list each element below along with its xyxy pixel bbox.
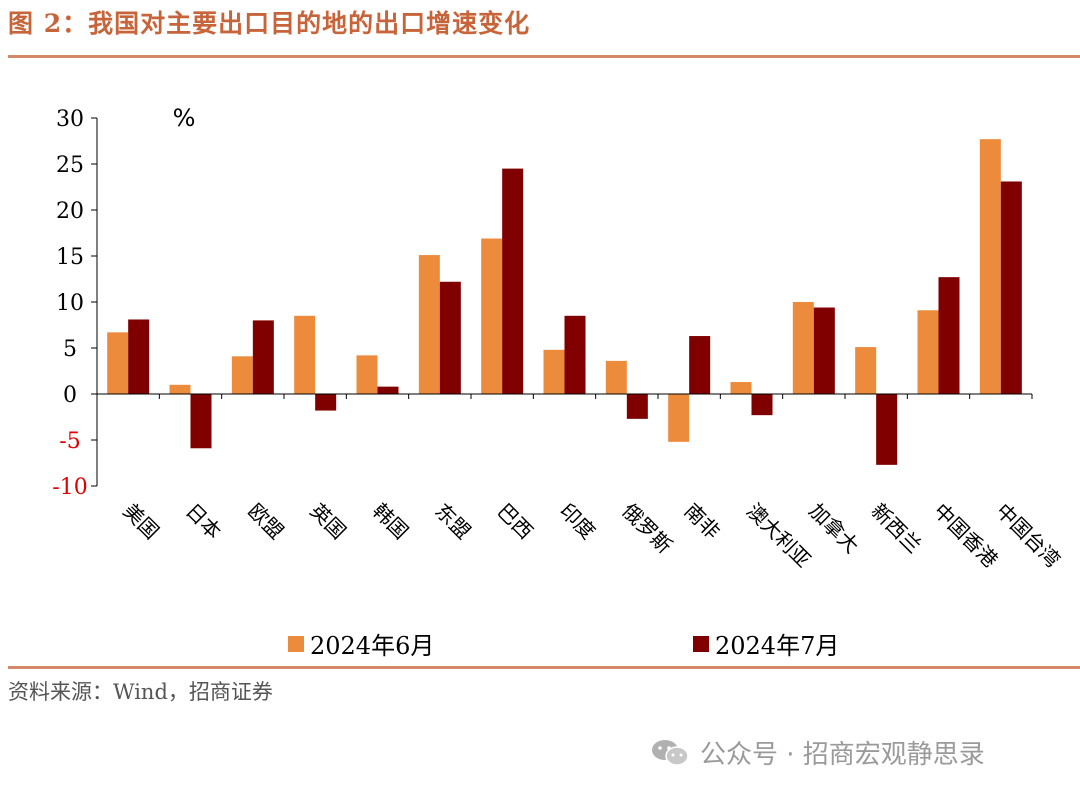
chart-title: 图 2：我国对主要出口目的地的出口增速变化	[8, 9, 531, 38]
bar-july	[252, 320, 274, 394]
y-tick-label: 5	[63, 337, 77, 362]
x-category-label: 美国	[119, 499, 164, 544]
legend-label-july: 2024年7月	[715, 632, 840, 660]
y-tick-label: 0	[63, 383, 77, 408]
bar-july	[876, 394, 898, 465]
x-category-label: 韩国	[368, 499, 413, 544]
legend-swatch-june	[288, 635, 304, 652]
header-divider	[8, 55, 1080, 58]
legend-swatch-july	[693, 635, 709, 652]
bar-june	[917, 310, 939, 394]
source-note: 资料来源：Wind，招商证券	[8, 680, 273, 704]
bar-june	[169, 384, 191, 394]
bar-june	[418, 255, 440, 394]
wechat-icon	[652, 739, 689, 766]
bar-june	[231, 356, 253, 394]
y-tick-label: -5	[59, 429, 80, 454]
watermark-text: 公众号 · 招商宏观静思录	[700, 740, 985, 770]
y-tick-label: 25	[56, 153, 84, 178]
x-category-label: 欧盟	[243, 499, 288, 544]
y-tick-label: 10	[56, 291, 84, 316]
x-category-label: 印度	[555, 499, 600, 544]
bar-june	[730, 382, 752, 394]
bar-july	[502, 168, 524, 394]
bar-july	[128, 319, 150, 394]
bar-july	[377, 386, 399, 394]
bar-june	[792, 302, 814, 394]
bar-chart: 30 25 20 15 10 5 0 -5 -10% 美国 日本 欧盟 英国 韩国 东盟 巴西 印度 俄罗斯 南非澳…	[52, 104, 1065, 573]
bar-june	[855, 347, 877, 394]
bar-july	[439, 281, 461, 394]
x-category-label: 新西兰	[867, 499, 926, 558]
y-tick-label: 30	[56, 107, 84, 132]
y-tick-label: 20	[56, 199, 84, 224]
bar-july	[813, 307, 835, 394]
bar-june	[356, 355, 378, 394]
bar-july	[190, 394, 212, 449]
bar-july	[315, 394, 337, 411]
bar-july	[1000, 181, 1022, 394]
bar-june	[543, 349, 565, 394]
bar-july	[564, 315, 586, 394]
footer-divider	[8, 666, 1080, 669]
bar-june	[668, 394, 690, 442]
bar-june	[605, 360, 627, 394]
bar-june	[294, 315, 316, 394]
bar-june	[979, 139, 1001, 394]
x-category-label: 南非	[680, 499, 725, 544]
watermark: 公众号 · 招商宏观静思录	[650, 734, 985, 771]
bar-june	[107, 332, 129, 394]
bar-july	[689, 336, 711, 394]
bar-july	[626, 394, 648, 419]
bar-july	[751, 394, 773, 416]
x-category-label: 俄罗斯	[617, 499, 676, 558]
x-category-label: 日本	[181, 499, 226, 544]
bar-july	[938, 277, 960, 394]
x-category-label: 加拿大	[804, 499, 863, 558]
y-tick-label: 15	[56, 245, 84, 270]
x-category-label: 中国台湾	[991, 499, 1065, 573]
y-tick-label: -10	[52, 475, 87, 500]
x-category-label: 澳大利亚	[742, 499, 816, 573]
bar-june	[481, 238, 503, 394]
x-category-label: 英国	[306, 499, 351, 544]
legend-item-july: 2024年7月	[693, 626, 839, 661]
legend-label-june: 2024年6月	[310, 632, 435, 660]
x-category-label: 东盟	[430, 499, 475, 544]
legend-item-june: 2024年6月	[288, 626, 434, 661]
x-category-label: 中国香港	[929, 499, 1003, 573]
y-unit-label: %	[173, 104, 196, 132]
x-category-label: 巴西	[493, 499, 538, 544]
